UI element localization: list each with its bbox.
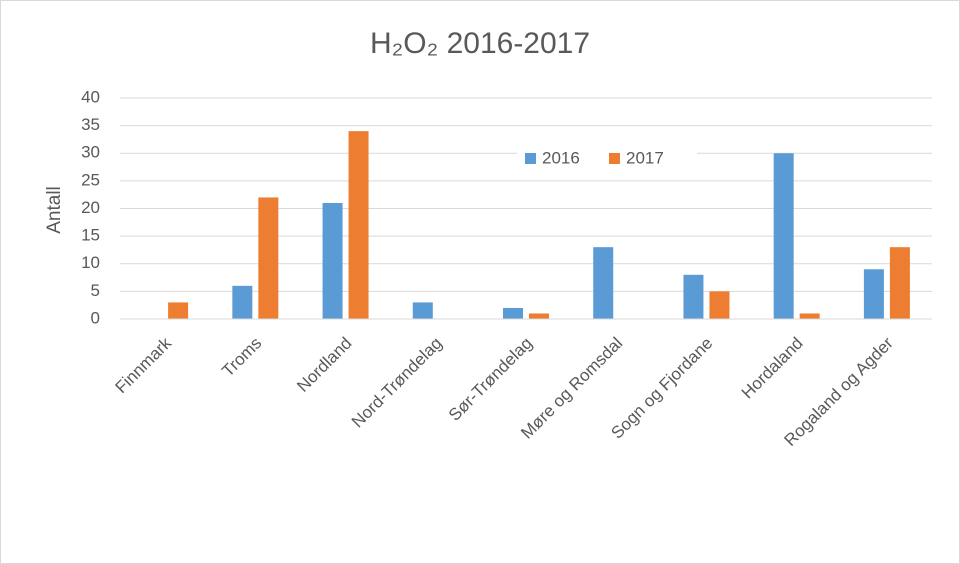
y-tick-label: 15: [81, 226, 100, 245]
y-tick-label: 10: [81, 253, 100, 272]
bar: [348, 131, 369, 319]
y-tick-label: 30: [81, 143, 100, 162]
bar: [889, 247, 910, 319]
y-axis-label: Antall: [44, 186, 65, 234]
bar: [168, 302, 189, 319]
bar: [683, 274, 704, 319]
y-tick-label: 25: [81, 170, 100, 189]
bar: [773, 153, 794, 319]
legend-swatch: [609, 153, 620, 164]
bar: [412, 302, 433, 319]
bar: [863, 269, 884, 319]
y-tick-label: 5: [91, 281, 100, 300]
bar: [593, 247, 614, 319]
legend-box: [517, 141, 697, 175]
legend-label: 2017: [626, 148, 664, 167]
legend-label: 2016: [542, 148, 580, 167]
y-tick-label: 40: [81, 87, 100, 106]
y-tick-label: 0: [91, 308, 100, 327]
bar: [709, 291, 730, 319]
bar: [232, 285, 253, 319]
chart-title: H₂O₂ 2016-2017: [370, 27, 590, 60]
bar: [529, 313, 549, 319]
bar: [322, 202, 343, 319]
legend-swatch: [525, 153, 536, 164]
y-tick-label: 35: [81, 115, 100, 134]
bar: [258, 197, 279, 319]
bar: [799, 313, 820, 319]
y-tick-label: 20: [81, 198, 100, 217]
bar: [503, 307, 523, 319]
